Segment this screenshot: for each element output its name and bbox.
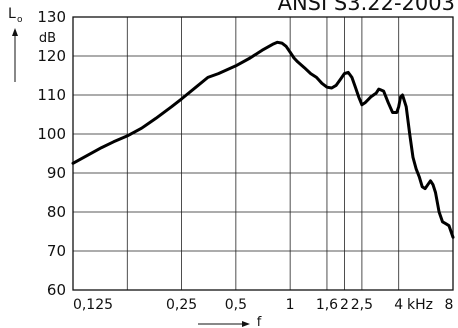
x-tick-label: 0,25 <box>166 297 197 313</box>
y-tick-label: 120 <box>37 47 66 65</box>
y-axis-label-main: L <box>8 6 16 22</box>
x-tick-label: 0,125 <box>73 297 113 313</box>
response-curve <box>71 40 455 239</box>
y-unit-label: dB <box>39 31 56 46</box>
grid <box>73 16 453 291</box>
y-axis-arrow <box>12 28 18 82</box>
x-tick-label: 2 <box>340 297 349 313</box>
y-tick-label: 60 <box>47 281 66 299</box>
y-axis-label-subscript: o <box>17 15 23 25</box>
x-tick-label: 2,5 <box>351 297 373 313</box>
y-tick-label: 90 <box>47 164 66 182</box>
y-tick-label: 70 <box>47 242 66 260</box>
x-tick-label: 8 <box>445 297 454 313</box>
x-tick-label: kHz <box>407 297 433 313</box>
y-tick-labels: 60 70 80 90 100 110 120 130 <box>37 8 66 299</box>
chart-title: ANSI S3.22-2003 <box>278 0 455 15</box>
plot-frame <box>72 16 454 291</box>
y-axis-label: L o <box>8 6 23 25</box>
x-tick-label: 1,6 <box>316 297 338 313</box>
y-tick-label: 100 <box>37 125 66 143</box>
y-tick-label: 80 <box>47 203 66 221</box>
x-tick-labels: 0,125 0,25 0,5 1 1,6 2 2,5 4 kHz 8 <box>73 297 454 313</box>
y-tick-label: 130 <box>37 8 66 26</box>
x-tick-label: 4 <box>394 297 403 313</box>
x-tick-label: 0,5 <box>225 297 247 313</box>
x-axis-arrow <box>198 321 250 327</box>
x-axis-label: f <box>257 315 262 328</box>
y-tick-label: 110 <box>37 86 66 104</box>
x-tick-label: 1 <box>286 297 295 313</box>
